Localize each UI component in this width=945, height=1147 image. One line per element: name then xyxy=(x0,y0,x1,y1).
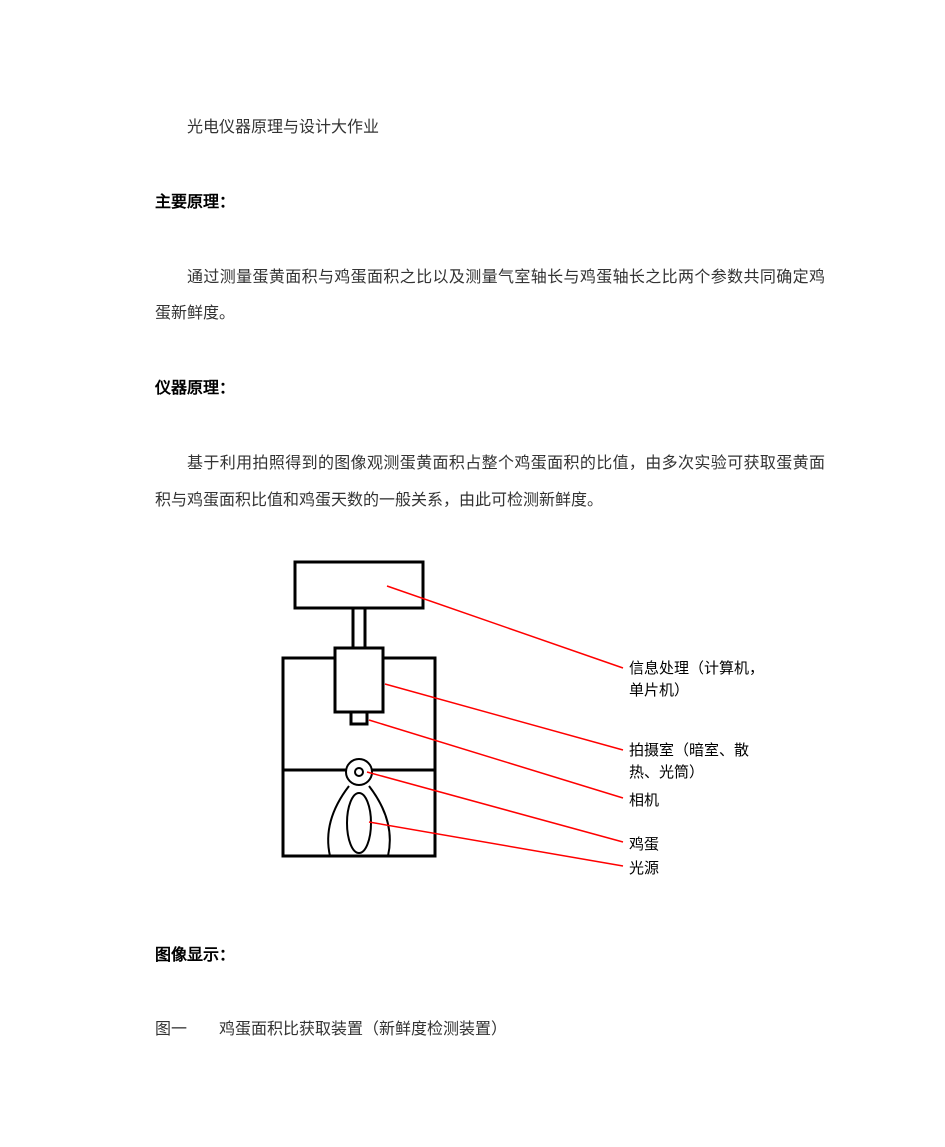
label-processor: 信息处理（计算机， 单片机） xyxy=(629,658,764,703)
figure-caption: 图一 鸡蛋面积比获取装置（新鲜度检测装置） xyxy=(155,1012,825,1049)
paragraph-principle: 通过测量蛋黄面积与鸡蛋面积之比以及测量气室轴长与鸡蛋轴长之比两个参数共同确定鸡蛋… xyxy=(155,260,825,334)
label-camera: 相机 xyxy=(629,790,659,813)
text: 热、光筒） xyxy=(629,764,704,781)
text: 鸡蛋 xyxy=(629,836,659,853)
heading-principle: 主要原理： xyxy=(155,185,825,222)
document-page: 光电仪器原理与设计大作业 主要原理： 通过测量蛋黄面积与鸡蛋面积之比以及测量气室… xyxy=(0,0,945,1147)
text: 拍摄室（暗室、散 xyxy=(629,742,749,759)
text: 光源 xyxy=(629,860,659,877)
heading-instrument: 仪器原理： xyxy=(155,371,825,408)
heading-image-display: 图像显示： xyxy=(155,938,825,975)
label-light: 光源 xyxy=(629,858,659,881)
text: 信息处理（计算机， xyxy=(629,660,764,677)
apparatus-diagram: 信息处理（计算机， 单片机） 拍摄室（暗室、散 热、光筒） 相机 鸡蛋 光源 xyxy=(155,558,825,928)
doc-title: 光电仪器原理与设计大作业 xyxy=(155,110,825,147)
label-egg: 鸡蛋 xyxy=(629,834,659,857)
label-chamber: 拍摄室（暗室、散 热、光筒） xyxy=(629,740,749,785)
paragraph-instrument: 基于利用拍照得到的图像观测蛋黄面积占整个鸡蛋面积的比值，由多次实验可获取蛋黄面积… xyxy=(155,446,825,520)
text: 通过测量蛋黄面积与鸡蛋面积之比以及测量气室轴长与鸡蛋轴长之比两个参数共同确定鸡蛋… xyxy=(155,269,825,323)
text: 单片机） xyxy=(629,682,689,699)
text: 相机 xyxy=(629,792,659,809)
text: 基于利用拍照得到的图像观测蛋黄面积占整个鸡蛋面积的比值，由多次实验可获取蛋黄面积… xyxy=(155,455,825,509)
